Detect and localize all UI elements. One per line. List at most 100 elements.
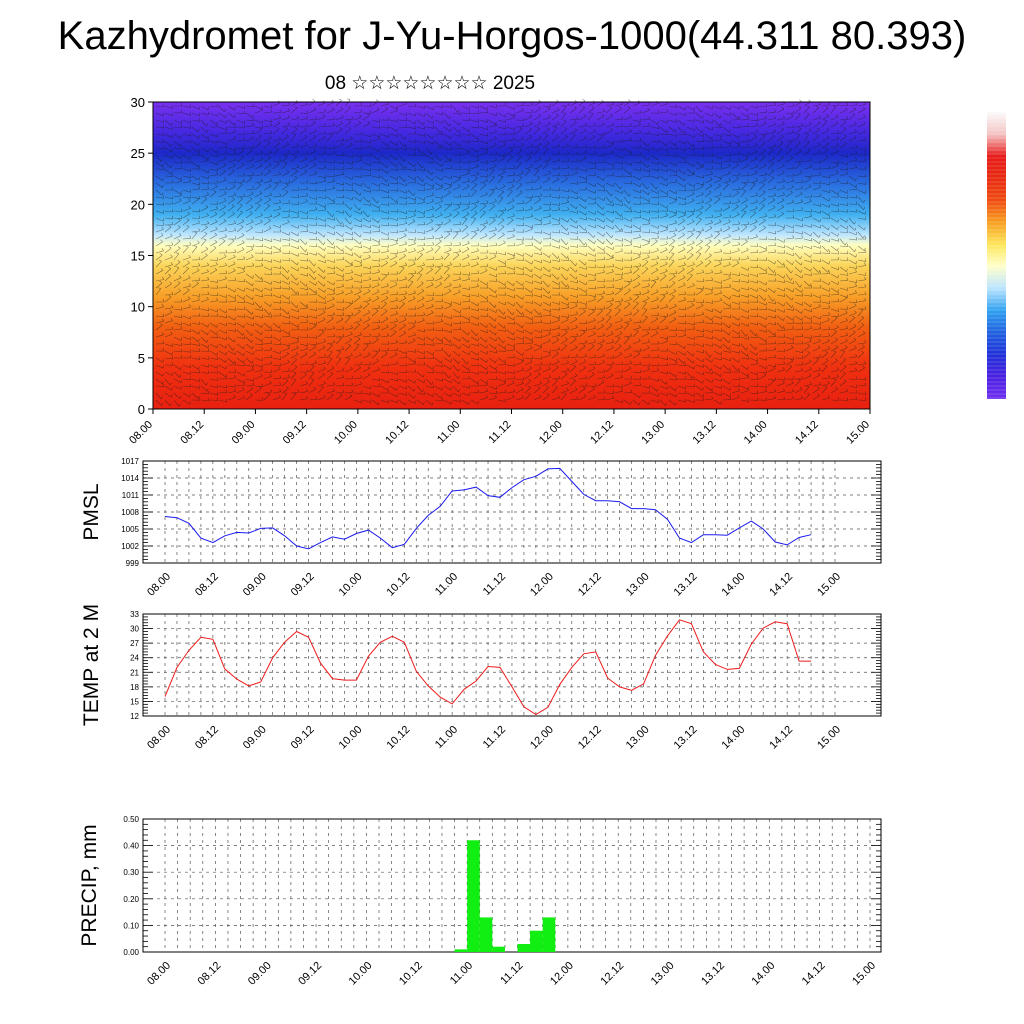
x-tick-label: 13.00	[624, 571, 652, 599]
x-tick-label: 10.00	[332, 419, 360, 447]
wind-barb-row	[155, 315, 865, 329]
wind-barb-row	[155, 119, 866, 134]
y-axis-title: PMSL	[80, 483, 103, 540]
x-tick-label: 12.00	[528, 724, 556, 752]
x-tick-label: 12.12	[576, 571, 604, 599]
wind-barb-row	[155, 273, 867, 288]
grid	[143, 613, 881, 717]
precip-bar	[467, 840, 480, 952]
wind-barb-row	[155, 217, 866, 232]
precip-bar	[454, 949, 468, 952]
precip-panel: 0.00 0.10 0.20 0.30 0.40 0.50 PRECIP, mm 08.00 0…	[78, 815, 882, 988]
x-tick-label: 09.00	[241, 724, 269, 752]
x-tick-label: 15.00	[844, 419, 872, 447]
y-tick-label: 0.20	[123, 895, 139, 904]
y-tick-label: 33	[130, 610, 139, 619]
y-tick-label: 1002	[121, 542, 139, 551]
colorbar-lines	[987, 113, 1006, 399]
wind-barb-row	[155, 105, 866, 119]
x-tick-label: 08.00	[145, 571, 173, 599]
x-tick-label: 14.12	[767, 571, 795, 599]
x-tick-label: 12.00	[528, 571, 556, 599]
x-tick-label: 15.00	[850, 960, 878, 988]
x-tick-label: 09.00	[246, 960, 274, 988]
y-tick-label: 1011	[122, 491, 140, 500]
x-tick-label: 09.12	[289, 724, 317, 752]
chart-title: Kazhydromet for J-Yu-Horgos-1000(44.311 …	[57, 14, 967, 58]
y-tick-label: 0.30	[123, 868, 139, 877]
y-tick-label: 15	[131, 249, 145, 264]
wind-barb-row	[155, 196, 866, 211]
wind-barb-row	[155, 175, 867, 190]
x-tick-label: 08.12	[178, 419, 206, 447]
wind-barb-row	[155, 133, 867, 148]
y-tick-label: 18	[130, 683, 139, 692]
wind-barb-row	[155, 245, 867, 260]
precip-bar	[530, 930, 543, 952]
x-tick-label: 11.12	[486, 419, 513, 446]
panel-frame	[142, 613, 882, 717]
wind-barb-row	[155, 336, 867, 351]
x-tick-label: 10.00	[337, 571, 365, 599]
wind-barb-row	[155, 294, 867, 309]
x-tick-label: 12.12	[588, 419, 616, 447]
wind-barb-row	[155, 392, 867, 407]
wind-barb-row	[155, 364, 866, 379]
y-tick-label: 10	[131, 300, 145, 315]
y-axis-title: PRECIP, mm	[78, 824, 101, 946]
x-tick-label: 12.00	[537, 419, 565, 447]
wind-barb-row	[155, 378, 867, 393]
precip-bar	[479, 917, 493, 952]
wind-barb-row	[155, 182, 866, 197]
grid	[143, 460, 881, 564]
x-tick-label: 09.00	[241, 571, 269, 599]
wind-barb-row	[155, 147, 867, 162]
x-tick-label: 15.00	[815, 724, 843, 752]
wind-barb-row	[155, 126, 867, 140]
wind-barb-row	[155, 238, 866, 253]
precip-bar	[517, 944, 531, 952]
x-tick-label: 09.12	[296, 960, 324, 988]
wind-barb-row	[155, 154, 867, 169]
x-tick-label: 08.12	[193, 724, 221, 752]
x-tick-label: 11.12	[481, 724, 508, 751]
wind-barb-row	[155, 287, 867, 302]
x-tick-label: 13.12	[699, 960, 727, 988]
x-tick-label: 11.12	[481, 571, 508, 598]
x-tick-label: 08.00	[127, 419, 155, 447]
y-tick-label: 1008	[121, 508, 139, 517]
x-tick-label: 11.00	[448, 960, 475, 987]
y-tick-label: 0.00	[123, 948, 139, 957]
series-line	[164, 619, 812, 716]
wind-barb-row	[155, 329, 866, 344]
x-tick-label: 13.12	[691, 419, 719, 447]
x-tick-label: 14.12	[800, 960, 828, 988]
wind-barb-row	[155, 350, 865, 365]
y-tick-label: 0.40	[123, 842, 139, 851]
y-tick-label: 21	[130, 668, 139, 677]
y-tick-label: 0	[138, 402, 145, 417]
wind-barb-row	[155, 259, 867, 274]
y-tick-label: 5	[138, 351, 145, 366]
wind-barb-row	[155, 322, 865, 337]
chart-subtitle: 08 ☆☆☆☆☆☆☆☆ 2025	[324, 73, 536, 94]
x-tick-label: 08.12	[196, 960, 224, 988]
wind-barb-row	[155, 252, 867, 267]
x-tick-label: 11.00	[435, 419, 462, 446]
y-tick-label: 24	[130, 654, 139, 663]
x-tick-label: 13.00	[639, 419, 667, 447]
x-tick-label: 10.00	[337, 724, 365, 752]
y-tick-label: 1017	[121, 457, 139, 466]
y-tick-label: 15	[130, 697, 139, 706]
wind-barb-row	[155, 231, 867, 246]
wind-barb-row	[155, 266, 867, 281]
pmsl-panel: 999 1002 1005 1008 1011 1014 1017 PMSL 08.00 08.1…	[80, 457, 882, 599]
y-tick-label: 0.10	[123, 921, 139, 930]
precip-bar	[492, 946, 505, 952]
y-tick-label: 1014	[121, 474, 139, 483]
cross-section-panel: 0 5 10 15 20 25 30 08.00 08.12 09.00 09.12 10.00 10.…	[127, 95, 872, 447]
x-tick-label: 10.00	[347, 960, 375, 988]
x-tick-label: 12.12	[576, 724, 604, 752]
x-tick-label: 14.00	[719, 571, 747, 599]
